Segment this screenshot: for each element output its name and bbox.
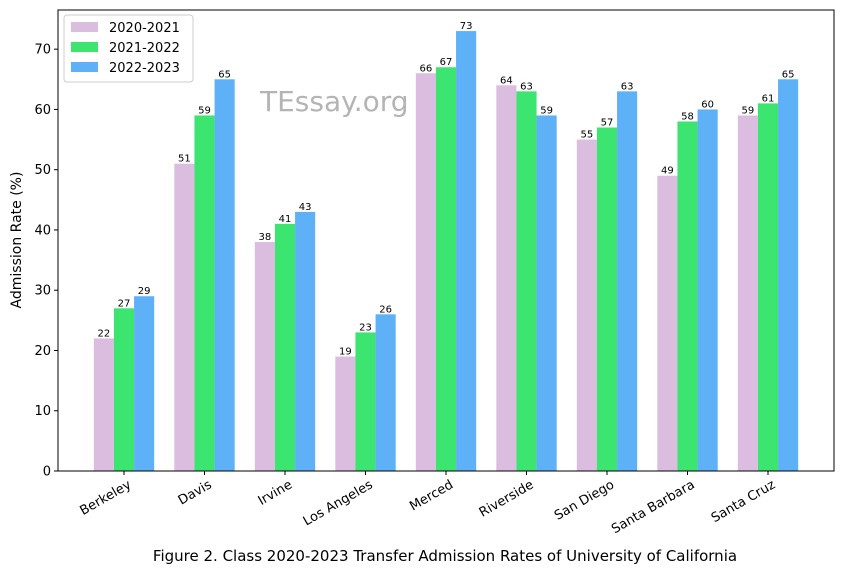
bar-value-label: 63 xyxy=(621,81,634,92)
bar-value-label: 49 xyxy=(661,166,674,177)
bar-value-label: 26 xyxy=(379,304,392,315)
bar-value-label: 67 xyxy=(440,57,453,68)
bar-value-label: 22 xyxy=(98,328,111,339)
y-tick-label: 10 xyxy=(34,404,51,419)
bar-value-label: 59 xyxy=(540,105,553,116)
bar-value-label: 41 xyxy=(279,214,292,225)
bar-value-label: 43 xyxy=(299,202,312,213)
bar-value-label: 27 xyxy=(118,298,131,309)
bar-value-label: 58 xyxy=(681,111,694,122)
bar-value-label: 73 xyxy=(460,21,473,32)
watermark: TEssay.org xyxy=(259,85,409,118)
bar-value-label: 51 xyxy=(178,154,191,165)
figure-caption: Figure 2. Class 2020-2023 Transfer Admis… xyxy=(153,547,737,565)
bar-2020-2021-los-angeles xyxy=(335,356,356,471)
bar-value-label: 59 xyxy=(742,105,755,116)
legend-entry-label: 2021-2022 xyxy=(109,41,180,56)
bar-value-label: 65 xyxy=(218,69,231,80)
bar-value-label: 64 xyxy=(500,75,513,86)
bars-layer xyxy=(93,31,799,472)
legend-entry-label: 2022-2023 xyxy=(109,61,180,76)
bar-2021-2022-davis xyxy=(194,115,215,471)
legend-entry-label: 2020-2021 xyxy=(109,21,180,36)
y-tick-label: 0 xyxy=(43,465,51,480)
bar-value-label: 19 xyxy=(339,347,352,358)
bar-2021-2022-merced xyxy=(435,67,457,472)
x-tick-label: Riverside xyxy=(477,477,537,520)
bar-2020-2021-san-diego xyxy=(576,139,597,472)
bar-2020-2021-irvine xyxy=(254,242,275,471)
x-tick-label: Merced xyxy=(407,477,456,514)
bar-value-label: 38 xyxy=(259,232,272,243)
x-tick-label: Santa Cruz xyxy=(709,477,778,526)
bar-value-label: 59 xyxy=(198,105,211,116)
bar-2020-2021-berkeley xyxy=(93,338,114,471)
x-axis-ticks: Berkeley Davis Irvine Los Angeles Merced Rive… xyxy=(77,471,778,537)
bar-2021-2022-santa-barbara xyxy=(677,121,698,472)
x-tick-label: Santa Barbara xyxy=(609,477,697,537)
x-tick-label: Davis xyxy=(176,477,215,508)
bar-2021-2022-riverside xyxy=(516,91,537,472)
bar-2022-2023-davis xyxy=(214,79,235,471)
y-tick-label: 40 xyxy=(34,223,51,238)
bar-2022-2023-irvine xyxy=(295,211,316,471)
bar-value-label: 65 xyxy=(782,69,795,80)
x-tick-label: San Diego xyxy=(552,477,617,523)
bar-2020-2021-santa-cruz xyxy=(737,115,758,471)
bar-labels-layer: 22 51 38 19 66 64 55 49 59 27 59 41 23 67 63 57 58 61 29 65… xyxy=(98,21,795,357)
x-tick-label: Berkeley xyxy=(77,477,134,518)
bar-2020-2021-santa-barbara xyxy=(657,175,678,472)
bar-2022-2023-santa-barbara xyxy=(697,109,718,472)
y-tick-label: 70 xyxy=(34,43,51,58)
legend: 2020-2021 2021-2022 2022-2023 xyxy=(63,14,194,83)
y-tick-label: 30 xyxy=(34,284,51,299)
bar-2020-2021-riverside xyxy=(496,85,517,472)
bar-2022-2023-riverside xyxy=(536,115,557,471)
bar-value-label: 63 xyxy=(520,81,533,92)
bar-2021-2022-los-angeles xyxy=(355,332,376,471)
y-axis-title: Admission Rate (%) xyxy=(9,172,25,309)
legend-swatch xyxy=(71,42,98,52)
bar-2020-2021-merced xyxy=(415,73,436,472)
bar-2020-2021-davis xyxy=(174,163,195,471)
y-tick-label: 60 xyxy=(34,103,51,118)
bar-2022-2023-san-diego xyxy=(617,91,638,472)
bar-value-label: 55 xyxy=(581,130,594,141)
y-axis-ticks: 0 10 20 30 40 50 60 70 xyxy=(34,43,58,480)
bar-2021-2022-irvine xyxy=(274,223,296,471)
bar-value-label: 61 xyxy=(762,93,775,104)
bar-2022-2023-santa-cruz xyxy=(778,79,799,471)
bar-2021-2022-santa-cruz xyxy=(757,103,779,472)
legend-swatch xyxy=(71,62,98,72)
bar-value-label: 57 xyxy=(601,118,614,129)
bar-value-label: 66 xyxy=(420,63,433,74)
bar-2022-2023-merced xyxy=(456,31,477,472)
bar-2021-2022-san-diego xyxy=(596,127,618,472)
bar-value-label: 60 xyxy=(701,99,714,110)
x-tick-label: Irvine xyxy=(256,477,295,508)
bar-value-label: 29 xyxy=(138,286,151,297)
bar-2022-2023-los-angeles xyxy=(375,314,396,471)
y-tick-label: 20 xyxy=(34,344,51,359)
bar-2021-2022-berkeley xyxy=(113,308,135,471)
legend-swatch xyxy=(71,22,98,32)
bar-value-label: 23 xyxy=(359,322,372,333)
y-tick-label: 50 xyxy=(34,163,51,178)
bar-2022-2023-berkeley xyxy=(134,296,155,471)
x-tick-label: Los Angeles xyxy=(301,477,376,529)
